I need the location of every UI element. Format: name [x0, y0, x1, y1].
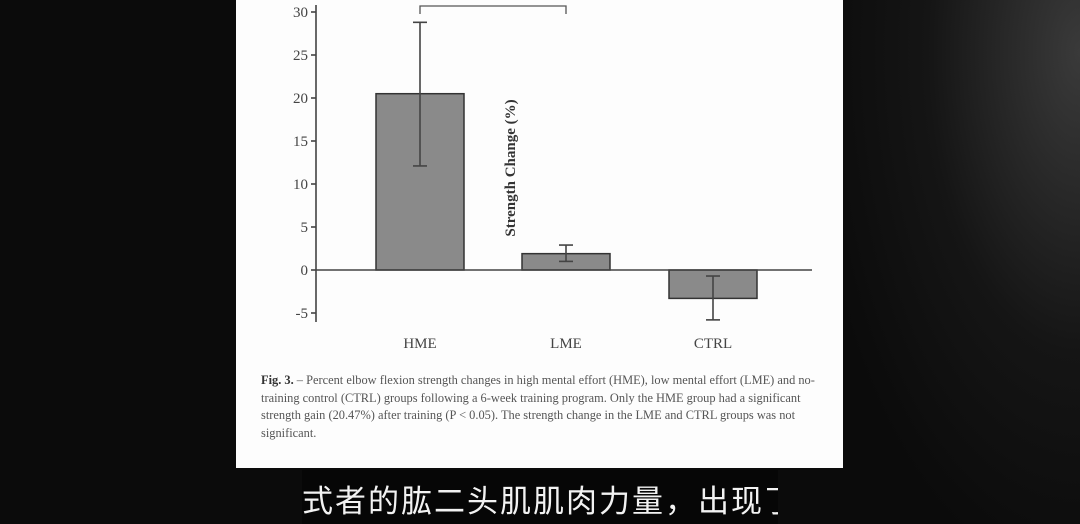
video-subtitle: 式者的肱二头肌肌肉力量，出现了 — [302, 484, 778, 520]
y-tick-label: 0 — [301, 263, 309, 279]
y-tick-label: 5 — [301, 220, 309, 236]
y-tick-label: 20 — [293, 91, 308, 107]
background — [840, 0, 1080, 524]
subtitle-bar: 式者的肱二头肌肌肉力量，出现了 — [302, 470, 778, 524]
caption-text: – Percent elbow flexion strength changes… — [261, 373, 815, 440]
figure-caption: Fig. 3. – Percent elbow flexion strength… — [261, 372, 821, 442]
x-tick-label: LME — [550, 336, 582, 352]
significance-bracket — [419, 5, 567, 14]
bar-chart: Strength Change (%) -5 0 5 10 15 20 25 30 HME LME… — [293, 5, 812, 352]
y-tick-label: -5 — [296, 306, 309, 322]
x-tick-label: CTRL — [694, 336, 732, 352]
x-tick-label: HME — [403, 336, 436, 352]
y-tick-label: 25 — [293, 48, 308, 64]
y-tick-label: 30 — [293, 5, 308, 21]
y-tick-label: 10 — [293, 177, 308, 193]
y-axis-label: Strength Change (%) — [503, 99, 519, 236]
figure-panel: Strength Change (%) -5 0 5 10 15 20 25 30 HME LME… — [236, 0, 843, 468]
caption-label: Fig. 3. — [261, 373, 294, 387]
y-tick-label: 15 — [293, 134, 308, 150]
